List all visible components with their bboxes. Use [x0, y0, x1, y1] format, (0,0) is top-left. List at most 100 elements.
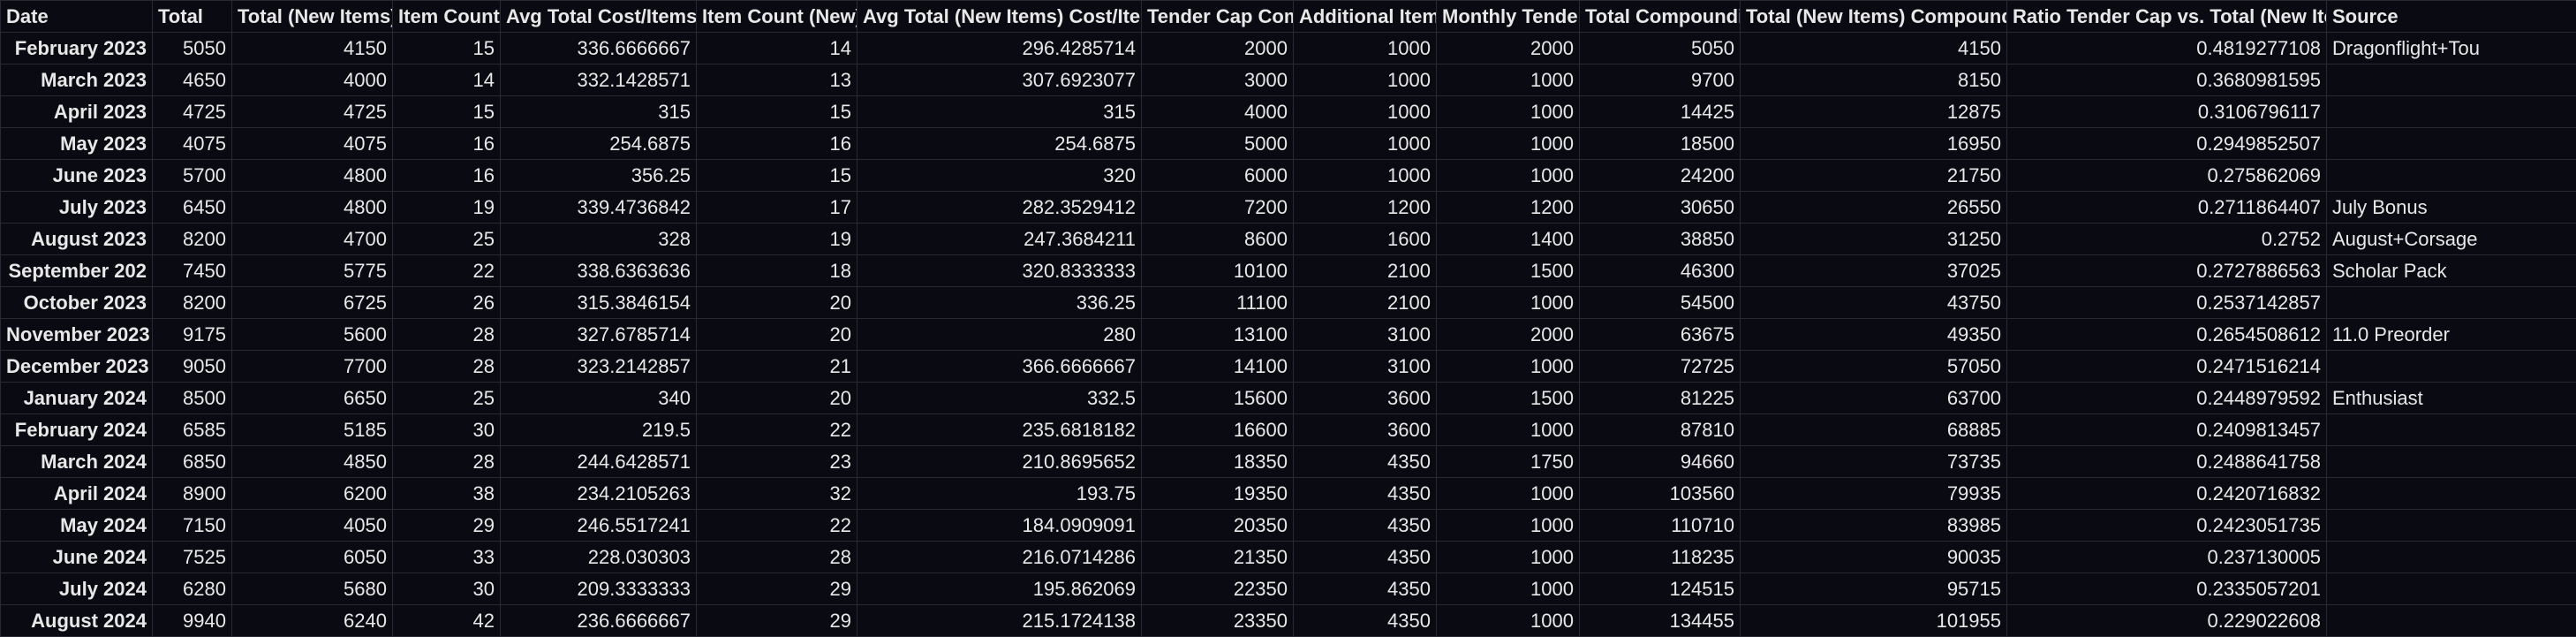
cell-avg_total_cost: 315 [501, 96, 697, 128]
cell-monthly_tender: 2000 [1437, 319, 1580, 351]
cell-monthly_tender: 1400 [1437, 224, 1580, 255]
cell-total_compound: 118235 [1580, 542, 1741, 573]
table-row: July 20246280568030209.333333329195.8620… [1, 573, 2576, 605]
cell-avg_new_cost: 296.4285714 [857, 33, 1142, 64]
cell-date: February 2024 [1, 414, 153, 446]
cell-monthly_tender: 1500 [1437, 383, 1580, 414]
cell-new_compound: 12875 [1741, 96, 2007, 128]
column-header-tender_cap_com: Tender Cap Com [1142, 1, 1294, 33]
cell-date: July 2023 [1, 192, 153, 224]
cell-additional_item: 4350 [1294, 573, 1437, 605]
cell-ratio: 0.2423051735 [2007, 510, 2327, 542]
cell-item_count_new: 29 [697, 573, 857, 605]
cell-item_count_new: 19 [697, 224, 857, 255]
cell-avg_total_cost: 228.030303 [501, 542, 697, 573]
cell-total_new: 4000 [232, 64, 393, 96]
cell-new_compound: 4150 [1741, 33, 2007, 64]
cell-item_count: 33 [393, 542, 501, 573]
cell-item_count_new: 23 [697, 446, 857, 478]
cell-new_compound: 26550 [1741, 192, 2007, 224]
cell-total_new: 4150 [232, 33, 393, 64]
cell-item_count_new: 32 [697, 478, 857, 510]
cell-new_compound: 31250 [1741, 224, 2007, 255]
cell-item_count: 19 [393, 192, 501, 224]
cell-additional_item: 4350 [1294, 478, 1437, 510]
cell-source [2327, 573, 2576, 605]
table-header-row: DateTotalTotal (New Items)Item CountAvg … [1, 1, 2576, 33]
cell-total_new: 6650 [232, 383, 393, 414]
cell-total: 8200 [153, 287, 232, 319]
cell-tender_cap_com: 5000 [1142, 128, 1294, 160]
cell-item_count_new: 22 [697, 414, 857, 446]
cell-tender_cap_com: 19350 [1142, 478, 1294, 510]
cell-tender_cap_com: 4000 [1142, 96, 1294, 128]
cell-item_count_new: 22 [697, 510, 857, 542]
cell-avg_new_cost: 282.3529412 [857, 192, 1142, 224]
cell-ratio: 0.2488641758 [2007, 446, 2327, 478]
cell-total_compound: 124515 [1580, 573, 1741, 605]
table-row: October 20238200672526315.384615420336.2… [1, 287, 2576, 319]
cell-additional_item: 3100 [1294, 319, 1437, 351]
cell-avg_new_cost: 336.25 [857, 287, 1142, 319]
cell-new_compound: 57050 [1741, 351, 2007, 383]
table-row: June 20247525605033228.03030328216.07142… [1, 542, 2576, 573]
cell-total: 9175 [153, 319, 232, 351]
cell-additional_item: 2100 [1294, 255, 1437, 287]
cell-total_compound: 134455 [1580, 605, 1741, 637]
cell-new_compound: 63700 [1741, 383, 2007, 414]
cell-total: 7150 [153, 510, 232, 542]
cell-item_count_new: 14 [697, 33, 857, 64]
cell-total: 7525 [153, 542, 232, 573]
cell-tender_cap_com: 20350 [1142, 510, 1294, 542]
cell-ratio: 0.2448979592 [2007, 383, 2327, 414]
cell-additional_item: 3100 [1294, 351, 1437, 383]
cell-ratio: 0.3106796117 [2007, 96, 2327, 128]
column-header-source: Source [2327, 1, 2576, 33]
cell-monthly_tender: 1000 [1437, 414, 1580, 446]
cell-avg_total_cost: 234.2105263 [501, 478, 697, 510]
cell-total_new: 4800 [232, 192, 393, 224]
cell-date: June 2023 [1, 160, 153, 192]
cell-ratio: 0.2471516214 [2007, 351, 2327, 383]
table-row: August 20249940624042236.666666729215.17… [1, 605, 2576, 637]
cell-additional_item: 1000 [1294, 160, 1437, 192]
cell-total_compound: 81225 [1580, 383, 1741, 414]
cell-avg_total_cost: 209.3333333 [501, 573, 697, 605]
cell-total_compound: 63675 [1580, 319, 1741, 351]
cell-source [2327, 160, 2576, 192]
cell-item_count: 22 [393, 255, 501, 287]
cell-new_compound: 43750 [1741, 287, 2007, 319]
cell-total_new: 4800 [232, 160, 393, 192]
cell-total: 4075 [153, 128, 232, 160]
cell-additional_item: 3600 [1294, 414, 1437, 446]
cell-total: 6585 [153, 414, 232, 446]
cell-tender_cap_com: 6000 [1142, 160, 1294, 192]
cell-additional_item: 4350 [1294, 510, 1437, 542]
cell-monthly_tender: 1200 [1437, 192, 1580, 224]
cell-total: 6450 [153, 192, 232, 224]
cell-additional_item: 1200 [1294, 192, 1437, 224]
cell-new_compound: 79935 [1741, 478, 2007, 510]
cell-avg_new_cost: 320 [857, 160, 1142, 192]
cell-additional_item: 1000 [1294, 128, 1437, 160]
table-row: August 2023820047002532819247.3684211860… [1, 224, 2576, 255]
cell-ratio: 0.3680981595 [2007, 64, 2327, 96]
cell-item_count_new: 20 [697, 319, 857, 351]
cell-new_compound: 21750 [1741, 160, 2007, 192]
cell-item_count: 42 [393, 605, 501, 637]
cell-ratio: 0.237130005 [2007, 542, 2327, 573]
cell-total_new: 4850 [232, 446, 393, 478]
cell-ratio: 0.2752 [2007, 224, 2327, 255]
table-row: February 20235050415015336.666666714296.… [1, 33, 2576, 64]
cell-total_new: 4725 [232, 96, 393, 128]
cell-avg_new_cost: 193.75 [857, 478, 1142, 510]
cell-item_count_new: 13 [697, 64, 857, 96]
cell-source [2327, 96, 2576, 128]
cell-source: 11.0 Preorder [2327, 319, 2576, 351]
cell-source: Dragonflight+Tou [2327, 33, 2576, 64]
cell-new_compound: 49350 [1741, 319, 2007, 351]
cell-source [2327, 510, 2576, 542]
cell-tender_cap_com: 7200 [1142, 192, 1294, 224]
cell-total_compound: 38850 [1580, 224, 1741, 255]
cell-total: 4725 [153, 96, 232, 128]
